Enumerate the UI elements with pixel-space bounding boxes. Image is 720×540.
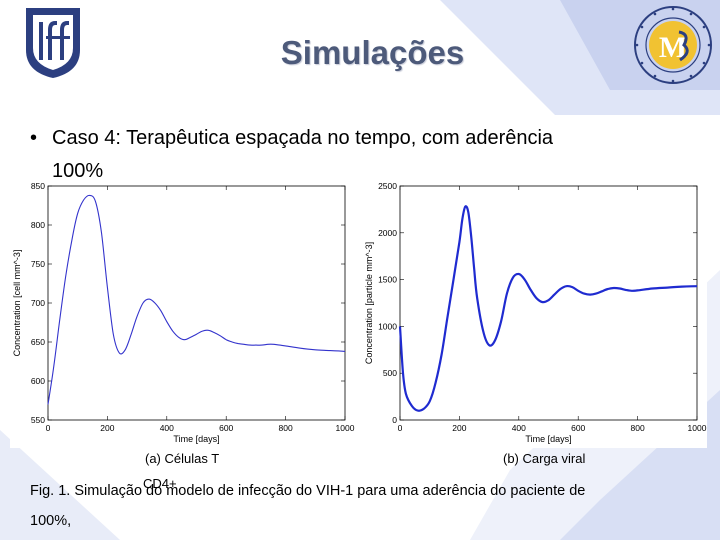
subcaption-a: (a) Células T — [145, 451, 220, 466]
y-tick-label: 700 — [31, 298, 45, 308]
subcaption-a-continued: CD4+ — [143, 476, 177, 491]
chart-cd4-cells: 0 200 400 600 800 1000 550 600 650 700 750 800 850 Ti… — [12, 181, 355, 444]
y-tick-label: 2000 — [378, 228, 397, 238]
x-tick-label: 600 — [219, 423, 233, 433]
slide-title: Simulações — [280, 34, 465, 71]
x-tick-label: 800 — [631, 423, 645, 433]
x-tick-label: 0 — [46, 423, 51, 433]
figure-caption-continued: 100%, — [30, 513, 72, 529]
bullet-text-continued: 100% — [52, 160, 104, 179]
plot-frame — [47, 185, 346, 421]
y-tick-label: 800 — [31, 220, 45, 230]
chart-viral-load: 0 200 400 600 800 1000 0 500 1000 1500 2000 2500 Tim… — [364, 181, 707, 444]
x-tick-label: 1000 — [688, 423, 707, 433]
bullet-text: Caso 4: Terapêutica espaçada no tempo, c… — [52, 127, 554, 149]
series-line — [398, 205, 698, 412]
y-tick-label: 500 — [383, 368, 397, 378]
university-logo — [26, 8, 80, 78]
faculty-seal-logo: M — [634, 6, 712, 84]
bullet-item: • Caso 4: Terapêutica espaçada no tempo, … — [30, 118, 680, 158]
x-tick-label: 200 — [452, 423, 466, 433]
figure: 0 200 400 600 800 1000 550 600 650 700 750 800 850 Ti… — [10, 178, 707, 448]
x-tick-label: 1000 — [336, 423, 355, 433]
y-tick-label: 600 — [31, 376, 45, 386]
subcaption-b: (b) Carga viral — [503, 451, 586, 466]
y-tick-label: 0 — [392, 415, 397, 425]
x-axis-label: Time [days] — [173, 434, 219, 444]
series-line — [47, 194, 346, 405]
x-tick-label: 200 — [100, 423, 114, 433]
y-tick-label: 850 — [31, 181, 45, 191]
y-tick-label: 750 — [31, 259, 45, 269]
y-tick-label: 550 — [31, 415, 45, 425]
x-tick-label: 600 — [571, 423, 585, 433]
y-tick-label: 650 — [31, 337, 45, 347]
x-tick-label: 0 — [398, 423, 403, 433]
bullet-dot-icon: • — [30, 127, 38, 149]
plot-frame — [399, 185, 698, 421]
x-tick-label: 800 — [279, 423, 293, 433]
y-axis-label: Concentration [cell mm^-3] — [12, 250, 22, 357]
y-tick-label: 1500 — [378, 275, 397, 285]
y-tick-label: 2500 — [378, 181, 397, 191]
y-axis-label: Concentration [particle mm^-3] — [364, 242, 374, 364]
x-axis-label: Time [days] — [525, 434, 571, 444]
y-tick-label: 1000 — [378, 321, 397, 331]
figure-caption: Fig. 1. Simulação do modelo de infecção … — [30, 483, 586, 499]
x-tick-label: 400 — [512, 423, 526, 433]
x-tick-label: 400 — [160, 423, 174, 433]
